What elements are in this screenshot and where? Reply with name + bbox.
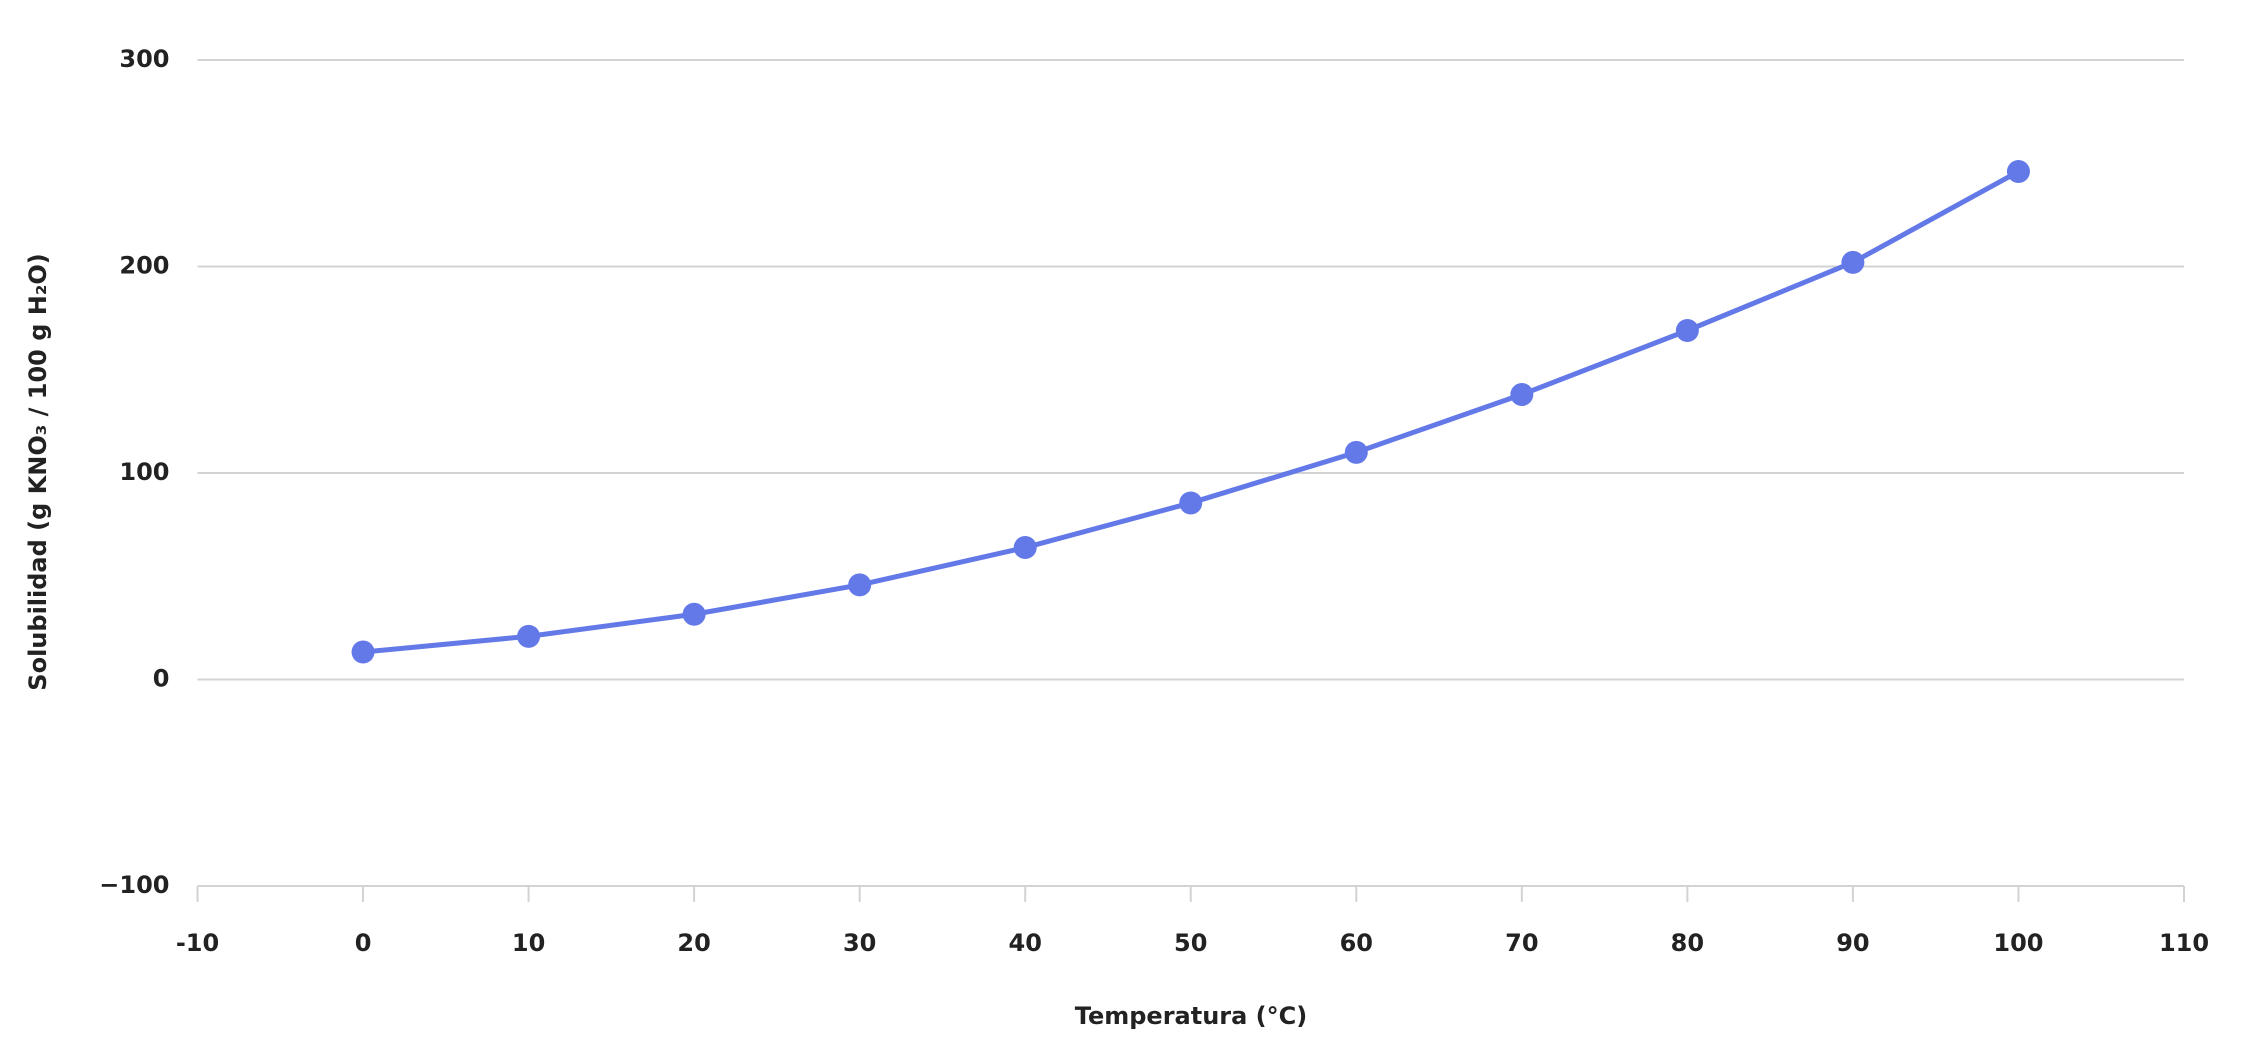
point: [2006, 160, 2030, 184]
x-tick-label: 110: [2159, 929, 2209, 957]
line: [362, 169, 2020, 655]
point: [1344, 440, 1368, 464]
point: [517, 624, 541, 648]
y-axis-label: Solubilidad (g KNO₃ / 100 g H₂O): [24, 253, 52, 690]
point: [1841, 250, 1865, 274]
x-tick-label: 30: [843, 929, 876, 957]
x-tick-label: 50: [1174, 929, 1207, 957]
y-tick-label: −100: [99, 871, 169, 899]
x-axis-label: Temperatura (°C): [1075, 1002, 1307, 1030]
x-tick-label: 80: [1671, 929, 1704, 957]
x-tick-label: 60: [1340, 929, 1373, 957]
y-tick-label: 100: [119, 458, 169, 486]
x-tick-label: 90: [1836, 929, 1869, 957]
x-tick-label: -10: [176, 929, 219, 957]
x-tick-label: 20: [677, 929, 710, 957]
point: [1510, 383, 1534, 407]
point: [848, 573, 872, 597]
point: [351, 640, 375, 664]
x-tick-label: 10: [512, 929, 545, 957]
point: [1675, 319, 1699, 343]
x-tick-label: 0: [355, 929, 372, 957]
y-tick-label: 200: [119, 252, 169, 280]
point: [682, 602, 706, 626]
x-tick-label: 40: [1009, 929, 1042, 957]
x-tick-label: 70: [1505, 929, 1538, 957]
point: [1013, 536, 1037, 560]
x-tick-label: 100: [1993, 929, 2043, 957]
point: [1179, 491, 1203, 515]
y-tick-label: 0: [153, 665, 170, 693]
y-tick-label: 300: [119, 45, 169, 73]
